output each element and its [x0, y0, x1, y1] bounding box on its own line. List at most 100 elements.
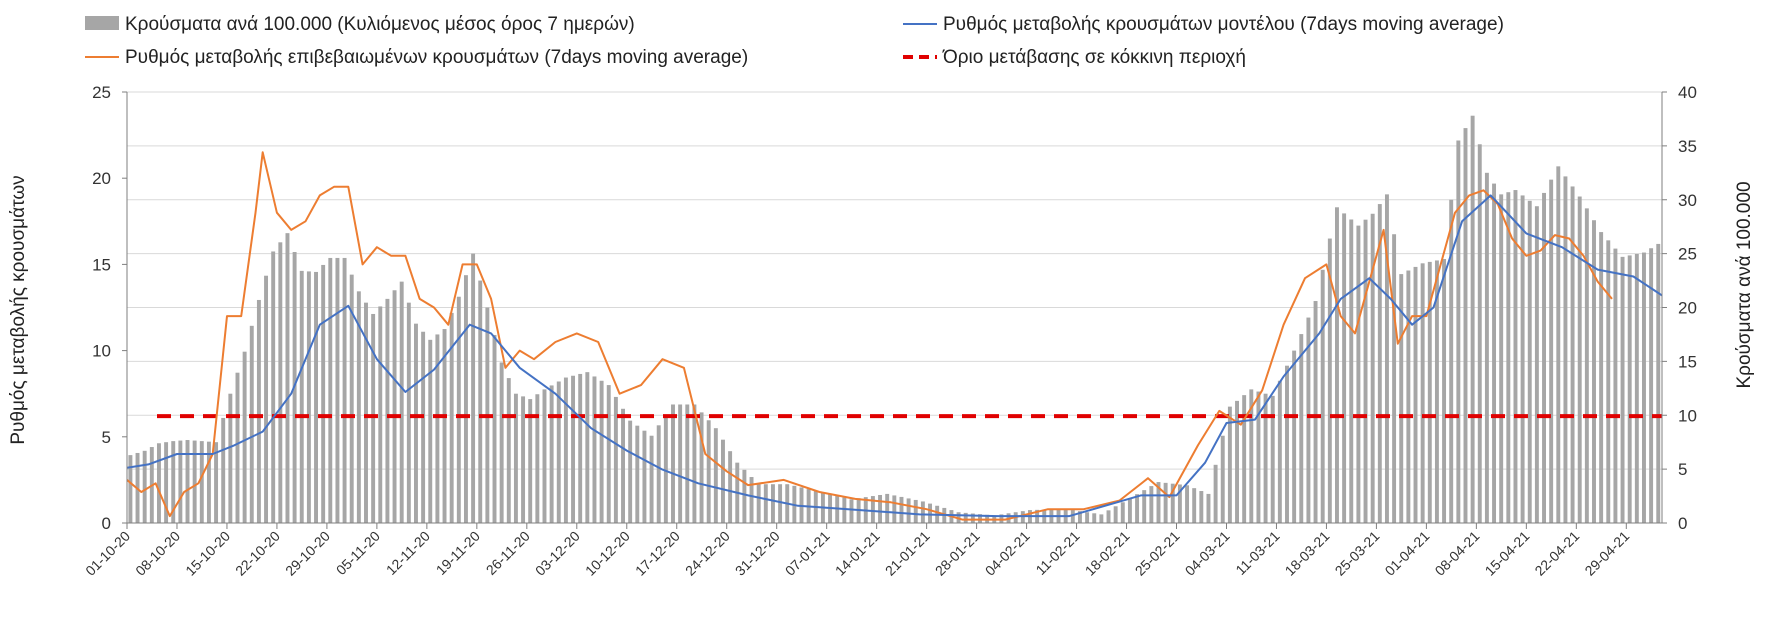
case-bar [721, 439, 725, 523]
case-bar [349, 274, 354, 523]
model-rate-line [126, 194, 1663, 518]
case-bar [1242, 395, 1247, 523]
x-tick-label: 17-12-20 [632, 528, 683, 579]
case-bar [1213, 464, 1218, 523]
case-bar [1156, 482, 1161, 523]
case-bar [1199, 491, 1204, 523]
case-bar [1513, 190, 1518, 524]
case-bar [328, 257, 333, 523]
case-bar [563, 377, 568, 523]
case-bar [1434, 260, 1439, 523]
case-bar [1570, 186, 1575, 523]
case-bar [449, 312, 454, 523]
confirmed-rate-line [126, 151, 1613, 521]
case-bar [192, 440, 197, 523]
case-bar [1263, 393, 1268, 523]
case-bar [513, 393, 518, 523]
case-bar [1356, 225, 1361, 524]
case-bar [1077, 511, 1082, 523]
case-bar [164, 442, 169, 523]
case-bar [542, 389, 547, 523]
case-bar [906, 498, 911, 523]
case-bar [899, 496, 904, 523]
y-tick-label-right: 35 [1678, 137, 1697, 156]
case-bar [299, 270, 304, 523]
case-bar [364, 302, 368, 523]
case-bar [1377, 204, 1382, 523]
case-bar [1413, 266, 1418, 523]
x-tick-label: 11-03-21 [1232, 528, 1282, 578]
legend-item-threshold: Όριο μετάβασης σε κόκκινη περιοχή [903, 47, 1246, 68]
case-bar [1563, 176, 1568, 523]
case-bar [278, 242, 283, 523]
y-tick-label-left: 10 [92, 342, 111, 361]
case-bar [621, 408, 625, 523]
case-bar [978, 514, 982, 523]
case-bar [756, 484, 761, 523]
case-bar [1392, 234, 1397, 524]
case-bar [1549, 179, 1554, 523]
case-bar [1370, 213, 1375, 523]
case-bar [920, 501, 925, 523]
case-bar [463, 275, 468, 523]
x-tick-label: 26-11-20 [483, 528, 533, 578]
case-bar [1270, 395, 1275, 523]
case-bar [585, 372, 590, 523]
case-bar [1227, 406, 1232, 523]
y-tick-label-right: 20 [1678, 299, 1697, 318]
case-bar [1142, 490, 1147, 523]
case-bar [1235, 400, 1239, 523]
case-bar [1534, 206, 1539, 523]
case-bar [1135, 494, 1140, 523]
case-bar [656, 425, 661, 523]
case-bar [1634, 253, 1639, 524]
legend-label: Κρούσματα ανά 100.000 (Κυλιόμενος μέσος … [125, 14, 635, 35]
case-bar [1527, 200, 1532, 523]
case-bar [649, 435, 654, 523]
case-bar [199, 441, 204, 523]
case-bar [306, 271, 311, 523]
x-tick-label: 25-03-21 [1332, 528, 1383, 579]
case-bar [1113, 506, 1118, 523]
case-bar [885, 493, 890, 523]
case-bar [963, 512, 968, 523]
case-bar [913, 499, 918, 523]
case-bar [699, 412, 704, 523]
case-bar [1120, 502, 1125, 523]
case-bar [378, 306, 383, 523]
case-bar [1070, 510, 1075, 523]
case-bar [356, 291, 361, 523]
case-bar [842, 497, 847, 523]
case-bar [1177, 484, 1182, 523]
case-bar [635, 425, 640, 523]
x-tick-label: 18-03-21 [1282, 528, 1333, 579]
cases-bars [128, 115, 1661, 524]
x-tick-label: 29-10-20 [282, 528, 333, 579]
case-bar [1420, 263, 1425, 523]
y-tick-label-left: 5 [102, 428, 111, 447]
case-bar [578, 373, 583, 523]
case-bar [1170, 483, 1175, 523]
case-bar [599, 380, 604, 523]
x-tick-label: 31-12-20 [732, 528, 783, 579]
legend-label: Ρυθμός μεταβολής επιβεβαιωμένων κρουσμάτ… [125, 47, 748, 68]
y-tick-label-left: 20 [92, 169, 111, 188]
case-bar [1349, 219, 1354, 523]
case-bar [1163, 482, 1168, 523]
rate-lines [126, 151, 1663, 521]
y-axis-left-title: Ρυθμός μεταβολής κρουσμάτων [8, 175, 29, 444]
y-tick-label-right: 10 [1678, 406, 1697, 425]
case-bar [221, 417, 226, 523]
case-bar [528, 399, 533, 523]
y-tick-label-left: 25 [92, 83, 111, 102]
case-bar [206, 441, 211, 523]
case-bar [1192, 488, 1197, 523]
y-tick-label-right: 25 [1678, 245, 1697, 264]
case-bar [1492, 183, 1497, 523]
x-tick-label: 01-10-20 [82, 528, 133, 579]
case-bar [1649, 248, 1654, 524]
y-tick-label-right: 0 [1678, 514, 1687, 533]
case-bar [713, 428, 718, 523]
case-bar [521, 396, 526, 523]
